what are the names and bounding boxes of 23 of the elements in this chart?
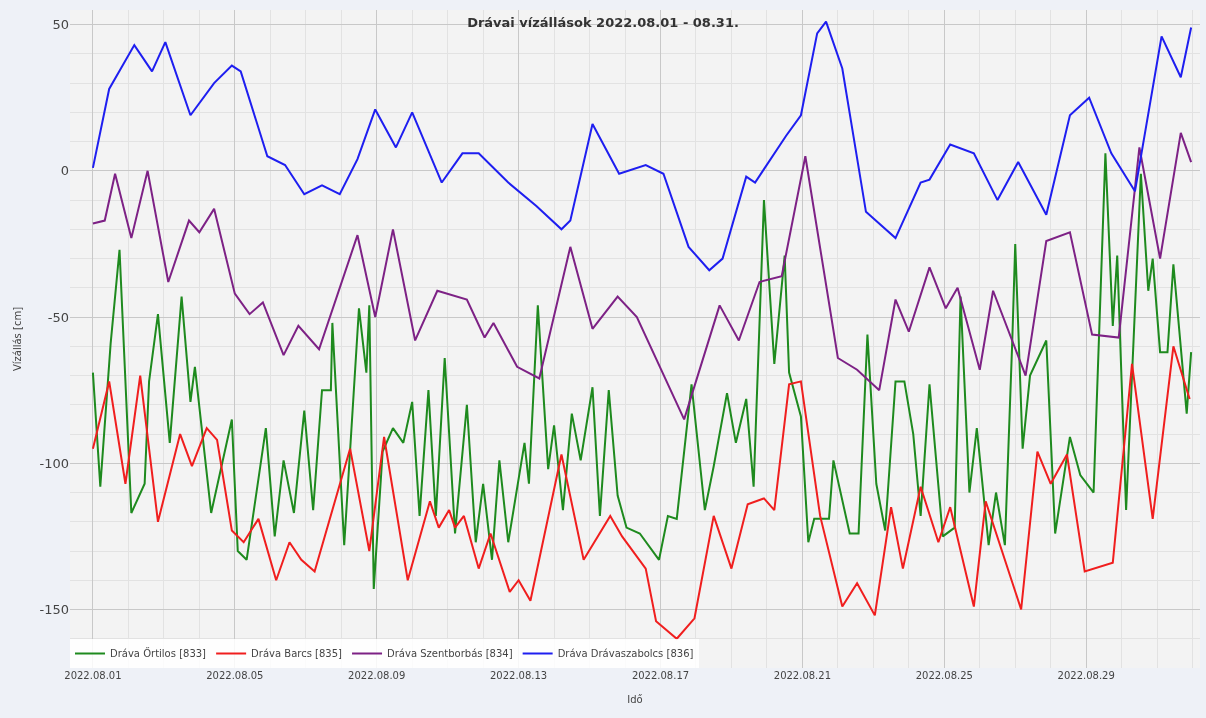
x-tick-label: 2022.08.13 (489, 670, 548, 681)
y-tick-label: 0 (60, 163, 69, 179)
y-tick-label: -50 (47, 309, 69, 325)
y-axis-title: Vízállás [cm] (12, 306, 24, 372)
chart-title: Drávai vízállások 2022.08.01 - 08.31. (467, 15, 739, 31)
x-tick-label: 2022.08.29 (1057, 670, 1115, 681)
x-tick-label: 2022.08.17 (631, 670, 690, 681)
line-series (91, 345, 1191, 640)
legend-label: Dráva Őrtilos [833] (110, 646, 207, 660)
x-tick-label: 2022.08.01 (64, 670, 122, 681)
legend-label: Dráva Drávaszabolcs [836] (557, 648, 694, 660)
x-tick-label: 2022.08.21 (773, 670, 832, 681)
line-series (91, 152, 1193, 591)
x-tick-label: 2022.08.09 (348, 670, 406, 681)
x-tick-label: 2022.08.25 (915, 670, 973, 681)
y-tick-label: -100 (39, 455, 69, 471)
x-axis-title: Idő (627, 693, 643, 705)
y-tick-label: 50 (52, 17, 69, 33)
legend-label: Dráva Barcs [835] (251, 648, 343, 660)
y-tick-label: -150 (39, 602, 69, 618)
x-tick-label: 2022.08.05 (206, 670, 264, 681)
line-series (91, 131, 1193, 421)
legend-label: Dráva Szentborbás [834] (387, 648, 513, 660)
